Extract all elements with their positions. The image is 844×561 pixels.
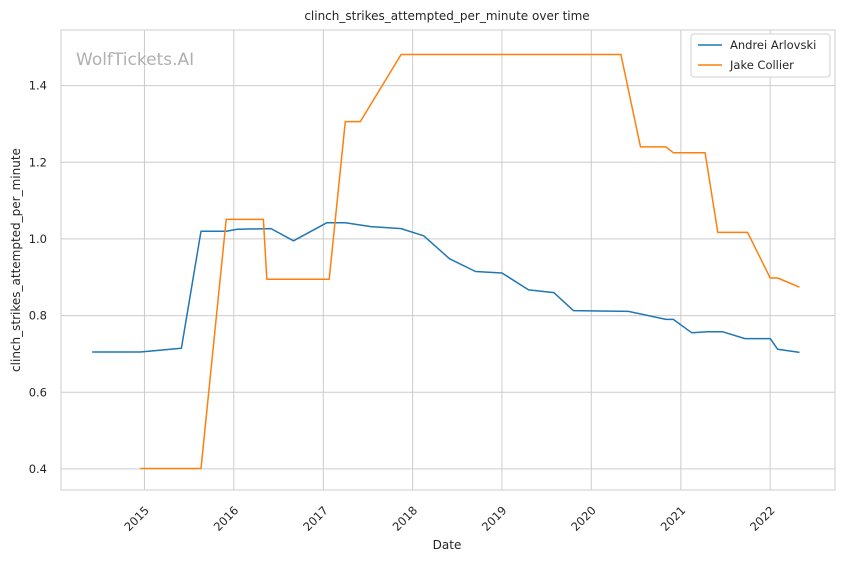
y-tick-label: 0.8 bbox=[29, 309, 47, 323]
series-line-andrei-arlovski bbox=[92, 222, 800, 354]
plot-area: WolfTickets.AI bbox=[60, 29, 836, 491]
y-tick-label: 1.2 bbox=[29, 155, 47, 169]
legend-label-jake-collier: Jake Collier bbox=[729, 58, 794, 72]
y-tick-label: 0.4 bbox=[29, 462, 47, 476]
legend-box bbox=[690, 33, 831, 78]
y-axis-ticks: 0.4 0.6 0.8 1.0 1.2 1.4 bbox=[29, 79, 47, 476]
y-axis-title: clinch_strikes_attempted_per_minute bbox=[9, 148, 23, 372]
plot-frame bbox=[60, 29, 836, 491]
y-tick-label: 0.6 bbox=[29, 385, 47, 399]
series-line-jake-collier bbox=[140, 53, 800, 470]
x-axis-title: Date bbox=[433, 538, 462, 552]
series-layer bbox=[92, 53, 800, 470]
legend-label-andrei-arlovski: Andrei Arlovski bbox=[730, 38, 816, 52]
y-tick-label: 1.4 bbox=[29, 79, 47, 93]
legend: Andrei Arlovski Jake Collier bbox=[690, 33, 831, 78]
x-gridlines bbox=[143, 30, 771, 490]
watermark: WolfTickets.AI bbox=[76, 50, 194, 70]
chart-title: clinch_strikes_attempted_per_minute over… bbox=[304, 9, 589, 23]
y-tick-label: 1.0 bbox=[29, 232, 47, 246]
